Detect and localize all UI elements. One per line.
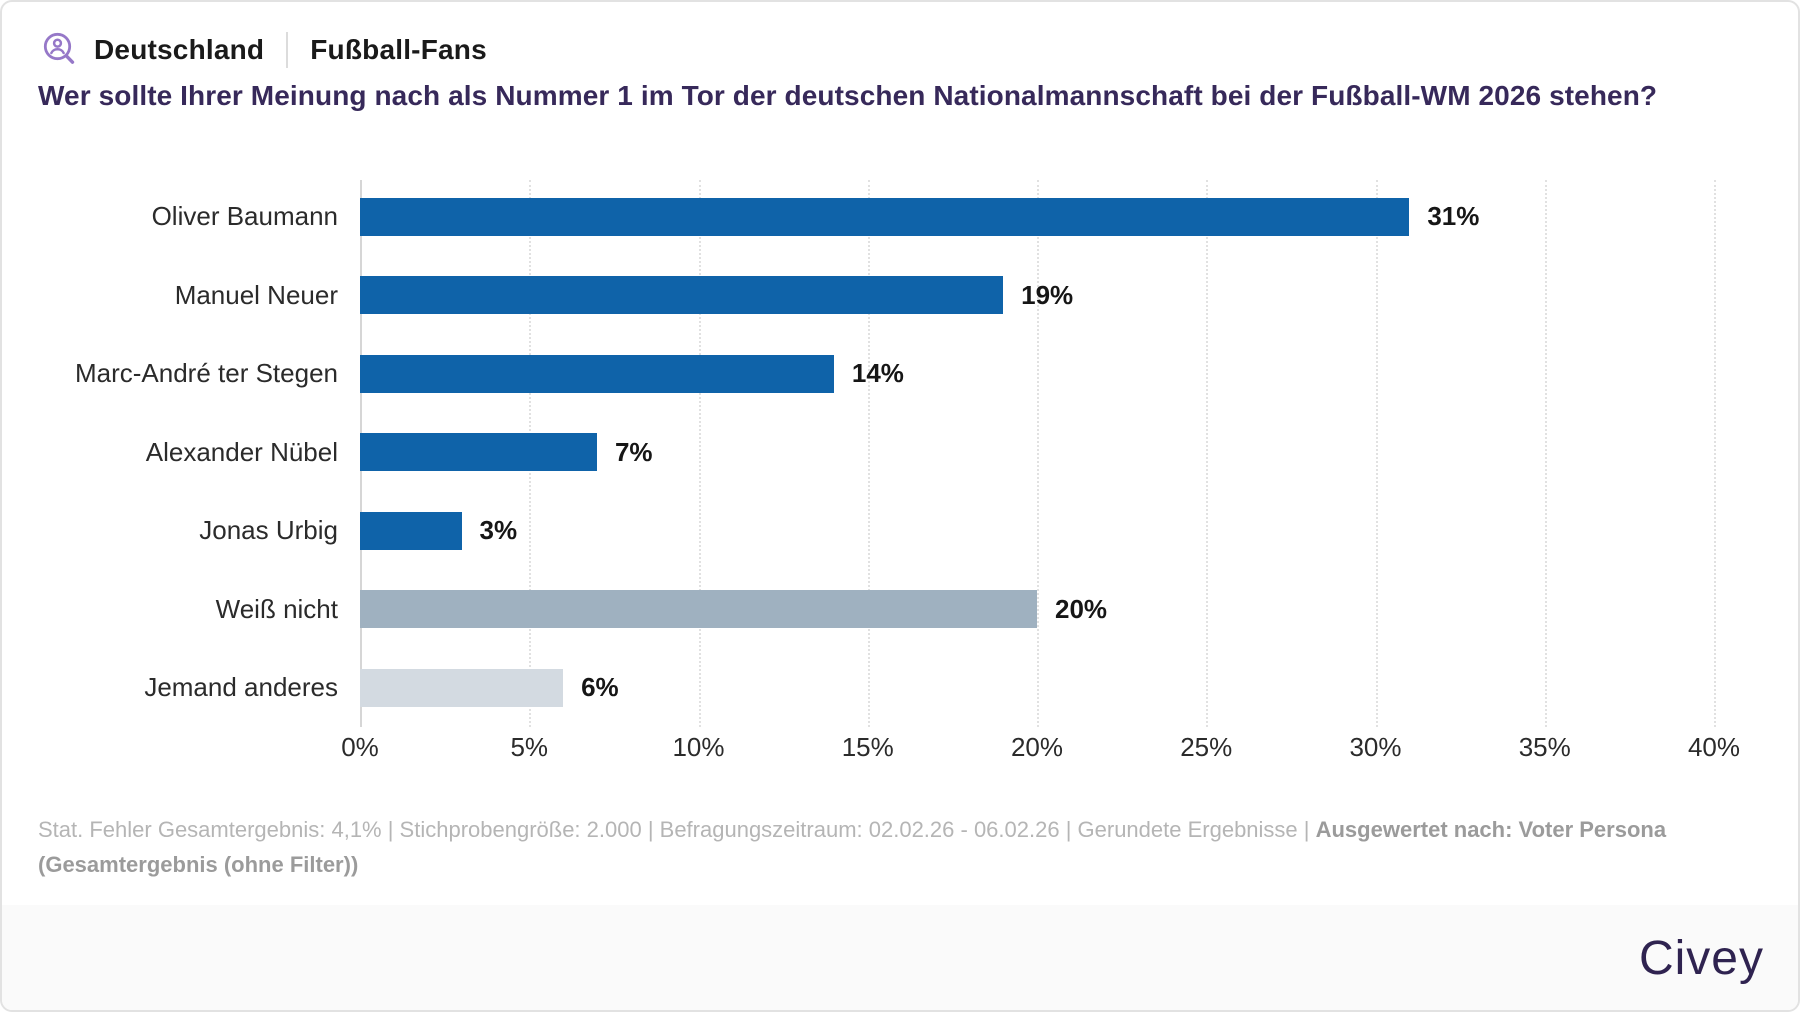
bar [360, 354, 834, 393]
bar-row: Jonas Urbig 3% [2, 491, 1798, 570]
bar-row: Alexander Nübel 7% [2, 413, 1798, 492]
category-label: Alexander Nübel [145, 436, 338, 467]
bar-track: 19% [360, 276, 1798, 315]
value-label: 31% [1427, 201, 1480, 231]
x-tick-label: 0% [341, 732, 379, 762]
x-tick-label: 35% [1518, 732, 1571, 762]
x-tick-label: 5% [510, 732, 549, 762]
bar-track: 6% [360, 668, 1798, 707]
filter-header: Deutschland Fußball-Fans [40, 28, 487, 72]
bar-row: Marc-André ter Stegen 14% [2, 334, 1798, 413]
meta-evaluated-by: Ausgewertet nach: Voter Persona (Gesamte… [38, 817, 1667, 877]
bar-row: Oliver Baumann 31% [2, 177, 1798, 256]
value-label: 19% [1021, 279, 1074, 310]
bar-row: Manuel Neuer 19% [2, 256, 1798, 335]
bar [360, 511, 462, 550]
value-label: 7% [614, 436, 653, 467]
category-label: Oliver Baumann [151, 201, 338, 231]
bar [360, 668, 564, 707]
brand-bar: Civey [2, 905, 1798, 1010]
x-tick-label: 15% [841, 732, 894, 762]
bar [360, 276, 1004, 315]
grid-line [1206, 180, 1209, 727]
category-label: Jonas Urbig [199, 515, 338, 546]
bar-track: 3% [360, 511, 1798, 550]
header-divider [286, 32, 289, 68]
grid-line [1544, 180, 1547, 727]
grid-line [1375, 180, 1378, 727]
bar-track: 20% [360, 590, 1798, 629]
region-label: Deutschland [94, 34, 265, 65]
bar [360, 590, 1037, 629]
grid-line [1714, 180, 1716, 727]
bar-track: 14% [360, 354, 1798, 393]
civey-logo: Civey [1638, 932, 1764, 985]
x-tick-label: 30% [1349, 732, 1402, 762]
survey-meta: Stat. Fehler Gesamtergebnis: 4,1% | Stic… [38, 812, 1683, 882]
x-tick-label: 25% [1180, 732, 1233, 762]
persona-search-icon [40, 30, 80, 70]
bar [360, 197, 1410, 236]
x-axis: 0% 5% 10% 15% 20% 25% 30% 35% 40% [341, 732, 1760, 766]
value-label: 6% [581, 672, 619, 703]
category-label: Marc-André ter Stegen [74, 358, 338, 389]
x-tick-label: 40% [1687, 732, 1741, 762]
question-title: Wer sollte Ihrer Meinung nach als Nummer… [38, 80, 1658, 111]
bar-track: 7% [360, 433, 1798, 472]
value-label: 3% [479, 515, 518, 546]
category-label: Manuel Neuer [174, 279, 338, 310]
grid-line [1037, 180, 1039, 727]
bar-row: Jemand anderes 6% [2, 648, 1798, 727]
category-label: Jemand anderes [144, 672, 338, 703]
value-label: 20% [1055, 593, 1108, 624]
grid-line [867, 180, 870, 727]
bar-row: Weiß nicht 20% [2, 570, 1798, 649]
value-label: 14% [851, 358, 904, 389]
bar [360, 433, 597, 472]
bar-track: 31% [360, 197, 1798, 236]
grid-line [698, 180, 701, 727]
meta-regular: Stat. Fehler Gesamtergebnis: 4,1% | Stic… [38, 817, 1316, 842]
x-tick-label: 20% [1010, 732, 1064, 762]
group-label: Fußball-Fans [310, 34, 487, 65]
category-label: Weiß nicht [215, 593, 338, 624]
x-tick-label: 10% [672, 732, 725, 762]
